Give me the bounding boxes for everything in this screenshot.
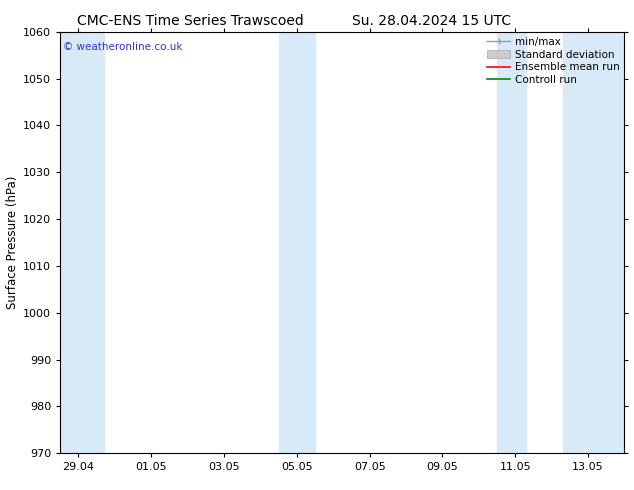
Bar	[497, 32, 526, 453]
Bar	[60, 32, 104, 453]
Bar	[279, 32, 315, 453]
Y-axis label: Surface Pressure (hPa): Surface Pressure (hPa)	[6, 176, 19, 309]
Bar	[562, 32, 624, 453]
Text: CMC-ENS Time Series Trawscoed: CMC-ENS Time Series Trawscoed	[77, 14, 304, 28]
Text: Su. 28.04.2024 15 UTC: Su. 28.04.2024 15 UTC	[352, 14, 510, 28]
Text: © weatheronline.co.uk: © weatheronline.co.uk	[63, 43, 183, 52]
Legend: min/max, Standard deviation, Ensemble mean run, Controll run: min/max, Standard deviation, Ensemble me…	[486, 35, 621, 87]
